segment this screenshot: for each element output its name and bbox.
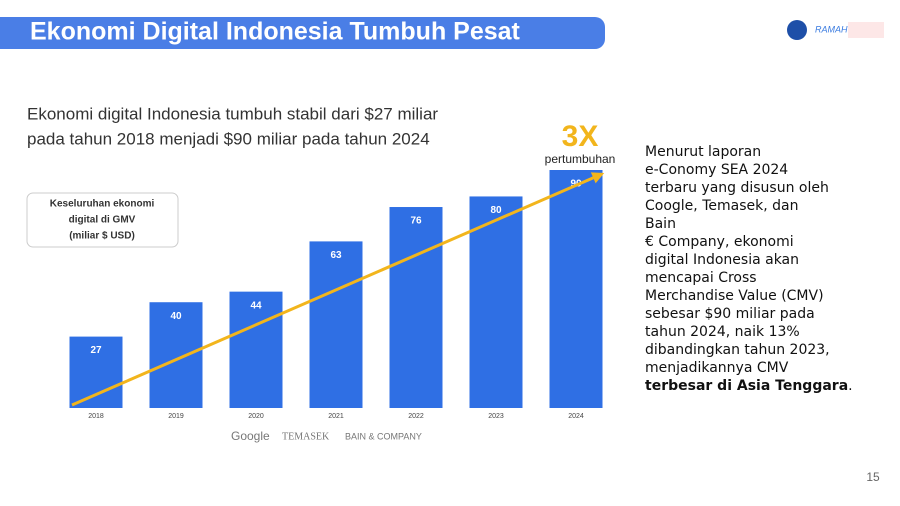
legend-text: (miliar $ USD) <box>69 231 135 242</box>
body-bold: terbesar di Asia Tenggara <box>645 378 848 394</box>
page-number: 15 <box>866 470 880 484</box>
x-tick-label: 2023 <box>488 413 504 420</box>
bar <box>229 291 283 408</box>
body-line: sebesar $90 miliar pada <box>645 306 815 322</box>
data-label: 44 <box>250 300 262 311</box>
data-label: 40 <box>170 311 182 322</box>
title-banner <box>0 17 605 49</box>
body-line: Merchandise Value (CMV) <box>645 288 824 304</box>
slide-title: Ekonomi Digital Indonesia Tumbuh Pesat <box>30 18 521 46</box>
body-line: Coogle, Temasek, dan <box>645 198 798 214</box>
body-line: € Company, ekonomi <box>645 234 794 250</box>
bar <box>149 302 203 408</box>
body-line: terbesar di Asia Tenggara. <box>645 378 853 394</box>
x-tick-label: 2021 <box>328 413 344 420</box>
source: TEMASEK <box>282 431 330 442</box>
body-line: dibandingkan tahun 2023, <box>645 342 830 358</box>
chart-title: Ekonomi digital Indonesia tumbuh stabil … <box>27 104 438 123</box>
body-line: tahun 2024, naik 13% <box>645 324 800 340</box>
x-tick-label: 2024 <box>568 413 584 420</box>
source: Google <box>231 429 270 443</box>
data-label: 27 <box>90 345 102 356</box>
data-label: 80 <box>490 205 502 216</box>
body-end: . <box>848 378 852 394</box>
body-line: digital Indonesia akan <box>645 252 799 268</box>
body-line: menjadikannya CMV <box>645 360 789 376</box>
bar <box>469 196 523 408</box>
data-label: 63 <box>330 250 342 261</box>
logo-badge <box>848 22 884 38</box>
logo-text: RAMAH <box>815 24 848 34</box>
annotation-small: pertumbuhan <box>545 152 616 166</box>
chart-title: pada tahun 2018 menjadi $90 miliar pada … <box>27 129 430 148</box>
annotation-big: 3X <box>562 120 599 153</box>
body-line: Menurut laporan <box>645 144 761 160</box>
body-line: e-Conomy SEA 2024 <box>645 162 788 178</box>
x-tick-label: 2020 <box>248 413 264 420</box>
data-label: 76 <box>410 216 422 227</box>
body-line: terbaru yang disusun oleh <box>645 180 829 196</box>
x-tick-label: 2018 <box>88 413 104 420</box>
body-line: mencapai Cross <box>645 270 757 286</box>
legend-box <box>26 192 179 248</box>
body-text: Menurut laporan e-Conomy SEA 2024 terbaru … <box>645 144 853 394</box>
x-tick-label: 2022 <box>408 413 424 420</box>
bar <box>309 241 363 408</box>
trend-arrow <box>71 172 605 407</box>
logo-emblem <box>787 20 807 40</box>
bar <box>389 207 443 408</box>
bar <box>549 170 603 408</box>
x-tick-label: 2019 <box>168 413 184 420</box>
legend-text: digital di GMV <box>69 215 136 226</box>
source: BAIN & COMPANY <box>345 431 422 441</box>
legend-text: Keseluruhan ekonomi <box>50 199 155 210</box>
bars: 2720184020194420206320217620228020239020… <box>69 170 603 420</box>
body-line: Bain <box>645 216 676 232</box>
